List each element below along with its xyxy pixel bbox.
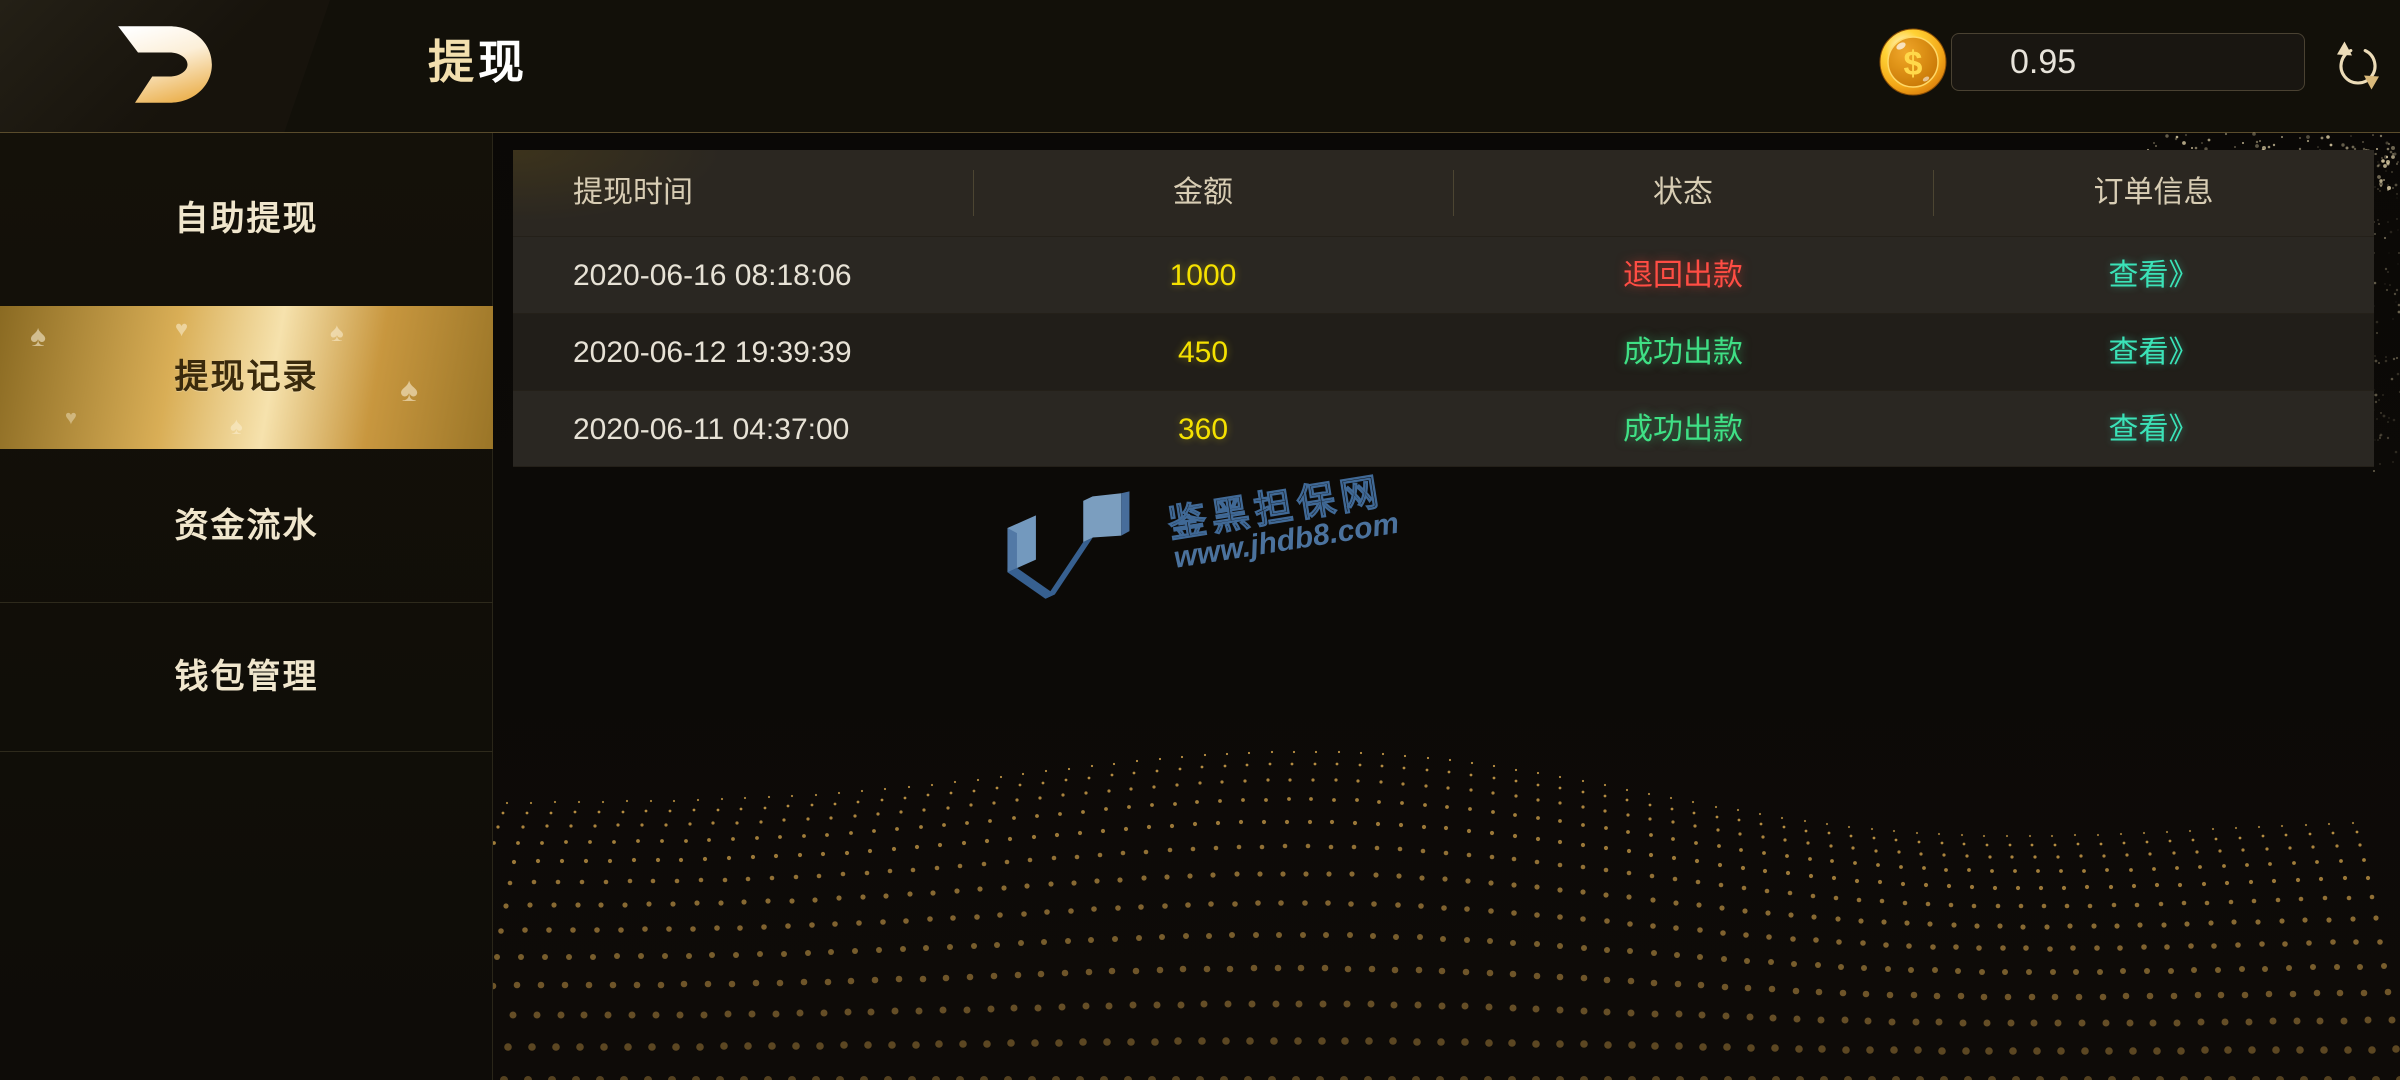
svg-text:$: $ (1904, 45, 1923, 83)
